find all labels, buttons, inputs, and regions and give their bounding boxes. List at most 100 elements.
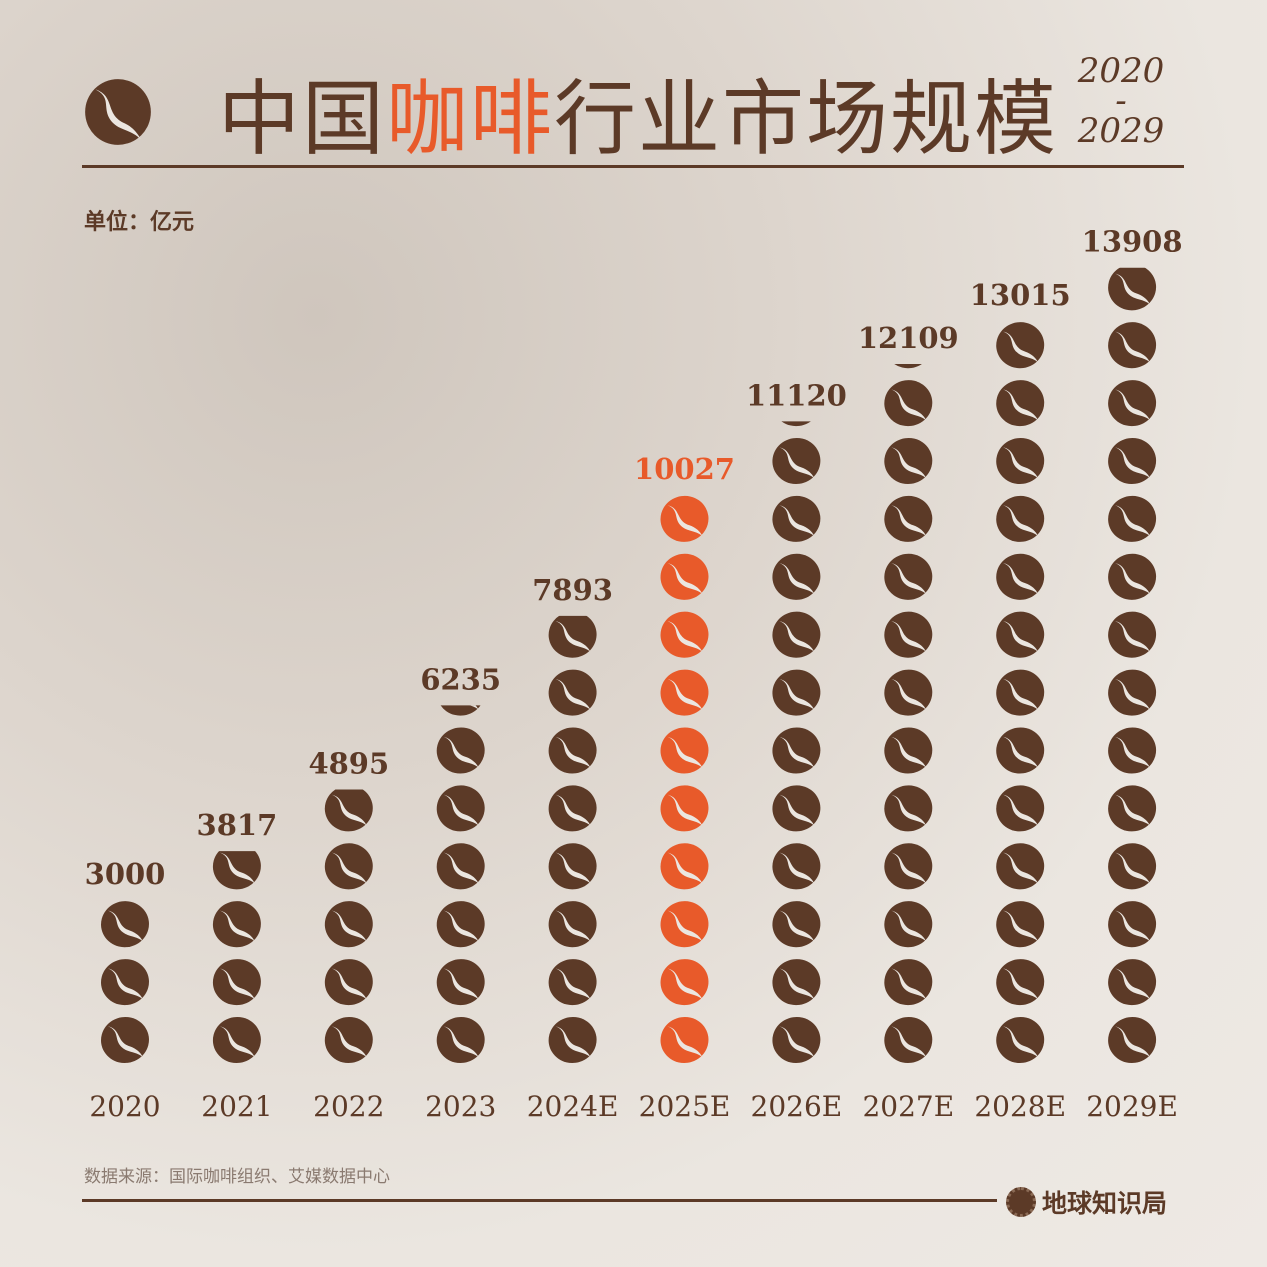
coffee-bean-icon — [1108, 322, 1157, 369]
value-label: 7893 — [532, 573, 613, 607]
coffee-bean-icon — [884, 380, 933, 427]
coffee-bean-icon — [996, 611, 1045, 658]
coffee-bean-icon — [436, 1016, 485, 1064]
coffee-bean-icon — [548, 785, 597, 832]
coffee-bean-icon — [548, 615, 597, 658]
coffee-bean-icon — [996, 1016, 1045, 1064]
coffee-bean-icon — [436, 785, 485, 832]
value-label: 13908 — [1082, 225, 1183, 259]
page-title: 中国咖啡行业市场规模 — [218, 52, 1058, 171]
category-label: 2020 — [89, 1090, 160, 1123]
coffee-bean-icon — [1108, 843, 1157, 890]
category-label: 2022 — [313, 1090, 384, 1123]
coffee-bean-icon — [996, 380, 1045, 427]
title-prefix: 中国 — [218, 72, 387, 167]
coffee-bean-icon — [996, 959, 1045, 1006]
value-label: 13015 — [970, 278, 1071, 312]
coffee-bean-icon — [1108, 669, 1157, 716]
coffee-bean-icon — [884, 553, 933, 600]
coffee-bean-icon — [772, 843, 821, 890]
title-suffix: 行业市场规模 — [554, 72, 1059, 167]
coffee-bean-icon — [772, 669, 821, 716]
title-highlight: 咖啡 — [386, 72, 555, 167]
coffee-bean-icon — [996, 669, 1045, 716]
category-label: 2025E — [639, 1090, 731, 1123]
coffee-bean-icon — [324, 901, 373, 948]
coffee-bean-icon — [884, 727, 933, 774]
unit-label: 单位：亿元 — [84, 210, 195, 235]
year-dash: - — [1115, 81, 1127, 121]
coffee-bean-icon — [1108, 437, 1157, 485]
coffee-bean-icon — [436, 843, 485, 890]
coffee-bean-icon — [436, 901, 485, 948]
coffee-bean-icon — [996, 553, 1045, 600]
coffee-bean-icon — [772, 1016, 821, 1064]
coffee-bean-icon — [1108, 380, 1157, 427]
coffee-bean-icon — [996, 495, 1045, 542]
coffee-bean-icon — [324, 789, 373, 832]
coffee-bean-icon — [212, 901, 261, 948]
coffee-bean-icon — [1108, 727, 1157, 774]
coffee-bean-icon — [884, 495, 933, 542]
value-label: 3000 — [85, 857, 166, 891]
year-start: 2020 — [1077, 51, 1165, 91]
coffee-bean-icon — [212, 959, 261, 1006]
footer-divider — [82, 1199, 997, 1202]
coffee-bean-icon — [101, 959, 149, 1006]
coffee-bean-icon — [660, 669, 709, 716]
coffee-bean-icon — [1108, 553, 1157, 600]
coffee-bean-icon — [1108, 495, 1157, 542]
coffee-bean-icon — [772, 553, 821, 600]
coffee-bean-icon — [660, 1016, 709, 1064]
category-label: 2023 — [425, 1090, 496, 1123]
coffee-bean-icon — [1108, 1016, 1157, 1064]
coffee-bean-icon — [884, 785, 933, 832]
coffee-bean-icon — [1108, 785, 1157, 832]
title-divider — [82, 165, 1184, 168]
coffee-bean-icon — [436, 727, 485, 774]
value-label: 11120 — [746, 378, 847, 412]
coffee-bean-icon — [660, 727, 709, 774]
coffee-bean-icon — [548, 901, 597, 948]
coffee-bean-icon — [1108, 901, 1157, 948]
coffee-bean-icon — [660, 843, 709, 890]
coffee-bean-icon — [212, 1016, 261, 1064]
coffee-bean-icon — [1108, 611, 1157, 658]
coffee-bean-icon — [660, 495, 709, 542]
coffee-bean-icon — [548, 727, 597, 774]
value-label: 6235 — [420, 662, 501, 696]
year-end: 2029 — [1077, 111, 1165, 151]
coffee-bean-icon — [436, 959, 485, 1006]
category-label: 2026E — [751, 1090, 843, 1123]
coffee-bean-icon — [996, 727, 1045, 774]
year-range: 2020 - 2029 — [1076, 51, 1166, 151]
coffee-bean-icon — [660, 553, 709, 600]
coffee-bean-icon — [884, 901, 933, 948]
coffee-bean-icon — [1108, 959, 1157, 1006]
coffee-bean-icon — [884, 437, 933, 485]
coffee-bean-icon — [548, 669, 597, 716]
coffee-bean-icon — [660, 785, 709, 832]
coffee-bean-icon — [772, 785, 821, 832]
coffee-bean-icon — [85, 79, 151, 145]
value-label: 12109 — [858, 321, 959, 355]
category-label: 2029E — [1086, 1090, 1178, 1123]
value-label: 10027 — [634, 452, 735, 486]
coffee-bean-icon — [772, 727, 821, 774]
brand-name: 地球知识局 — [1042, 1189, 1168, 1218]
coffee-bean-icon — [772, 959, 821, 1006]
coffee-bean-icon — [772, 437, 821, 485]
category-label: 2027E — [862, 1090, 954, 1123]
coffee-bean-icon — [996, 437, 1045, 485]
coffee-bean-icon — [324, 959, 373, 1006]
coffee-bean-icon — [660, 901, 709, 948]
value-label: 3817 — [197, 808, 278, 842]
coffee-bean-icon — [324, 1016, 373, 1064]
coffee-bean-icon — [996, 843, 1045, 890]
brand: 地球知识局 — [1006, 1184, 1167, 1220]
coffee-bean-icon — [548, 1016, 597, 1064]
coffee-bean-icon — [101, 1016, 149, 1064]
category-label: 2024E — [527, 1090, 619, 1123]
data-source: 数据来源：国际咖啡组织、艾媒数据中心 — [84, 1167, 390, 1187]
